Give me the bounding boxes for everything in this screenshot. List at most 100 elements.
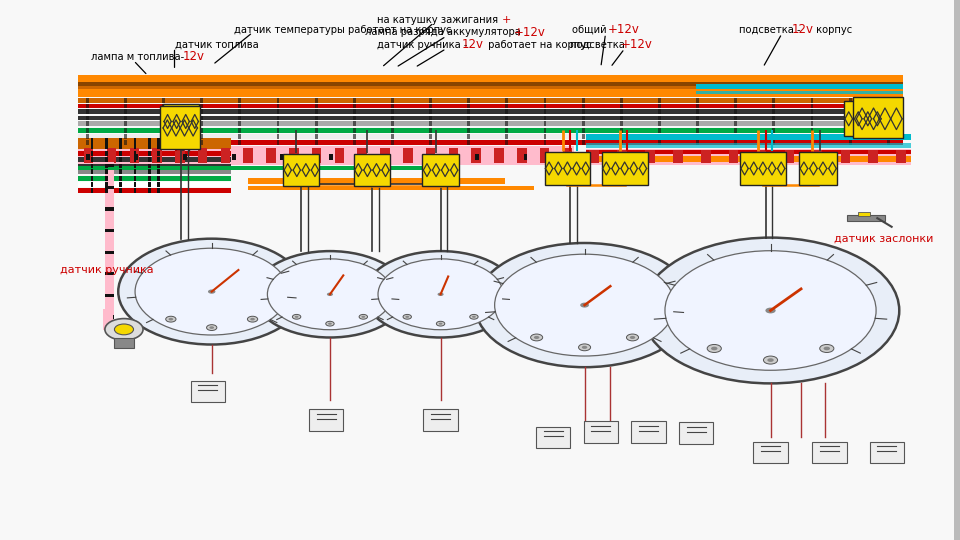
Bar (582, 140, 585, 145)
Bar (887, 98, 890, 103)
Bar (540, 148, 549, 163)
Bar (391, 98, 394, 103)
Text: 12v: 12v (791, 23, 813, 36)
Bar (133, 151, 136, 156)
Bar (133, 182, 136, 187)
Bar (353, 116, 356, 120)
Bar (148, 176, 151, 181)
Bar (85, 104, 88, 108)
Circle shape (378, 259, 503, 330)
Bar (897, 150, 906, 163)
Bar (85, 128, 88, 133)
Text: датчик топлива: датчик топлива (175, 39, 258, 49)
Bar (353, 140, 356, 145)
Circle shape (824, 347, 830, 350)
Bar (543, 109, 546, 114)
Bar (329, 154, 333, 160)
Bar (114, 338, 133, 348)
Bar (620, 109, 623, 114)
Circle shape (328, 322, 332, 325)
Bar (78, 75, 903, 82)
Bar (124, 116, 127, 120)
Circle shape (469, 314, 478, 319)
Bar (276, 128, 279, 133)
Bar (276, 116, 279, 120)
Bar (85, 134, 88, 139)
Bar (403, 148, 413, 163)
Bar (587, 150, 911, 154)
Bar (422, 154, 459, 186)
Bar (810, 109, 813, 114)
Bar (887, 140, 890, 145)
Bar (505, 116, 508, 120)
Bar (701, 150, 710, 163)
Bar (658, 140, 660, 145)
Bar (148, 138, 151, 148)
Bar (276, 134, 279, 139)
Bar (849, 128, 852, 133)
Bar (429, 109, 432, 114)
Bar (105, 251, 114, 254)
Text: +: + (502, 15, 511, 25)
Bar (810, 134, 813, 139)
Circle shape (359, 314, 368, 319)
Bar (315, 116, 318, 120)
Bar (543, 128, 546, 133)
Bar (734, 109, 737, 114)
Bar (148, 157, 151, 162)
Text: на катушку зажигания: на катушку зажигания (376, 15, 501, 25)
Bar (283, 154, 320, 186)
Bar (849, 134, 852, 139)
Bar (238, 121, 241, 126)
Bar (309, 409, 344, 431)
Bar (870, 442, 904, 463)
Bar (810, 128, 813, 133)
Bar (157, 138, 160, 148)
Bar (201, 134, 204, 139)
Circle shape (630, 336, 636, 339)
Bar (754, 442, 788, 463)
Bar (124, 109, 127, 114)
Bar (85, 154, 89, 160)
Bar (572, 154, 576, 160)
Circle shape (208, 289, 215, 294)
Bar (201, 128, 204, 133)
Circle shape (627, 334, 638, 341)
Bar (887, 116, 890, 120)
Circle shape (439, 322, 443, 325)
Circle shape (531, 334, 542, 341)
Bar (78, 128, 903, 133)
Bar (658, 109, 660, 114)
Bar (105, 169, 108, 174)
Bar (124, 134, 127, 139)
Bar (90, 188, 93, 193)
Text: датчик ручника: датчик ручника (60, 265, 154, 275)
Bar (734, 134, 737, 139)
Circle shape (437, 321, 444, 326)
Bar (85, 109, 88, 114)
Bar (582, 128, 585, 133)
Bar (90, 157, 93, 162)
Bar (429, 121, 432, 126)
Circle shape (582, 346, 588, 349)
Circle shape (767, 358, 774, 362)
Bar (582, 134, 585, 139)
Bar (658, 116, 660, 120)
Circle shape (253, 251, 406, 338)
Circle shape (248, 316, 257, 322)
Bar (853, 97, 903, 138)
Bar (266, 148, 276, 163)
Bar (812, 442, 847, 463)
Bar (78, 169, 230, 174)
Circle shape (580, 302, 588, 308)
Circle shape (325, 321, 334, 326)
Bar (696, 128, 699, 133)
Bar (162, 128, 165, 133)
Bar (696, 116, 699, 120)
Bar (887, 128, 890, 133)
Text: датчик заслонки: датчик заслонки (834, 234, 934, 244)
Bar (475, 154, 479, 160)
Bar (124, 128, 127, 133)
Bar (505, 140, 508, 145)
Bar (315, 134, 318, 139)
